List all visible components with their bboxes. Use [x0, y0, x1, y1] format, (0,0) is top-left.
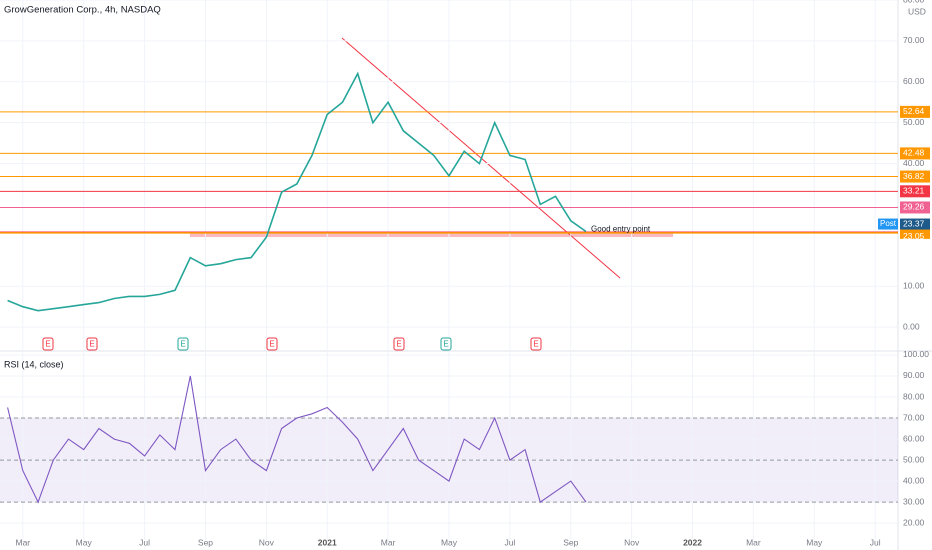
earnings-icon — [440, 337, 452, 351]
x-tick-label: 2022 — [683, 537, 702, 547]
series-line — [7, 71, 587, 312]
post-tag — [878, 218, 898, 230]
level-tag — [900, 185, 930, 198]
level-label: 29.26 — [903, 202, 925, 212]
x-tick-label: Jul — [504, 537, 515, 547]
x-tick-label: Jul — [870, 537, 881, 547]
chart-title: GrowGeneration Corp., 4h, NASDAQ — [4, 5, 161, 16]
x-tick-label: Sep — [198, 537, 213, 547]
earnings-icon — [530, 337, 542, 351]
y-tick-label: 20.00 — [903, 517, 925, 527]
rsi-title: RSI (14, close) — [4, 359, 64, 369]
earnings-label: E — [533, 340, 538, 349]
y-tick-label: 50.00 — [903, 117, 925, 127]
earnings-icon — [86, 337, 98, 351]
earnings-icon — [393, 337, 405, 351]
y-tick-label: 40.00 — [903, 158, 925, 168]
earnings-icon — [177, 337, 189, 351]
y-tick-label: 0.00 — [903, 321, 920, 331]
x-tick-label: 2021 — [318, 537, 337, 547]
x-tick-label: Mar — [381, 537, 396, 547]
level-tag — [900, 105, 930, 118]
y-tick-label: 80.00 — [903, 391, 925, 401]
earnings-icon — [42, 337, 54, 351]
x-tick-label: Sep — [563, 537, 578, 547]
earnings-label: E — [45, 340, 50, 349]
level-tag — [900, 147, 930, 160]
x-tick-label: Mar — [16, 537, 31, 547]
earnings-label: E — [89, 340, 94, 349]
y-tick-label: 80.00 — [903, 0, 925, 4]
post-value-tag — [900, 218, 930, 230]
y-tick-label: 60.00 — [903, 76, 925, 86]
y-tick-label: 30.00 — [903, 496, 925, 506]
support-zone — [190, 232, 673, 237]
earnings-label: E — [443, 340, 448, 349]
x-tick-label: Nov — [624, 537, 640, 547]
x-tick-label: Nov — [259, 537, 275, 547]
level-tag — [900, 226, 930, 239]
earnings-icon — [266, 337, 278, 351]
x-tick-label: May — [441, 537, 458, 547]
y-tick-label: 70.00 — [903, 412, 925, 422]
series-line — [7, 375, 587, 504]
earnings-label: E — [396, 340, 401, 349]
earnings-label: E — [269, 340, 274, 349]
level-tag — [900, 201, 930, 214]
annotation: Good entry point — [591, 225, 651, 234]
level-label: 52.64 — [903, 106, 925, 116]
level-label: 23.05 — [903, 231, 925, 241]
level-tag — [900, 170, 930, 183]
y-tick-label: 70.00 — [903, 35, 925, 45]
post-label: Post — [880, 219, 897, 228]
y-tick-label: 60.00 — [903, 433, 925, 443]
level-label: 33.21 — [903, 186, 925, 196]
x-tick-label: Jul — [139, 537, 150, 547]
y-tick-label: 90.00 — [903, 370, 925, 380]
y-tick-label: 10.00 — [903, 280, 925, 290]
level-label: 36.82 — [903, 171, 925, 181]
level-label: 42.48 — [903, 148, 925, 158]
x-tick-label: May — [76, 537, 93, 547]
earnings-label: E — [180, 340, 185, 349]
y-tick-label: 40.00 — [903, 475, 925, 485]
x-tick-label: May — [806, 537, 823, 547]
unit-label: USD — [908, 6, 926, 16]
y-tick-label: 100.00 — [903, 349, 929, 359]
post-value: 23.37 — [903, 218, 925, 228]
x-tick-label: Mar — [746, 537, 761, 547]
y-tick-label: 50.00 — [903, 454, 925, 464]
